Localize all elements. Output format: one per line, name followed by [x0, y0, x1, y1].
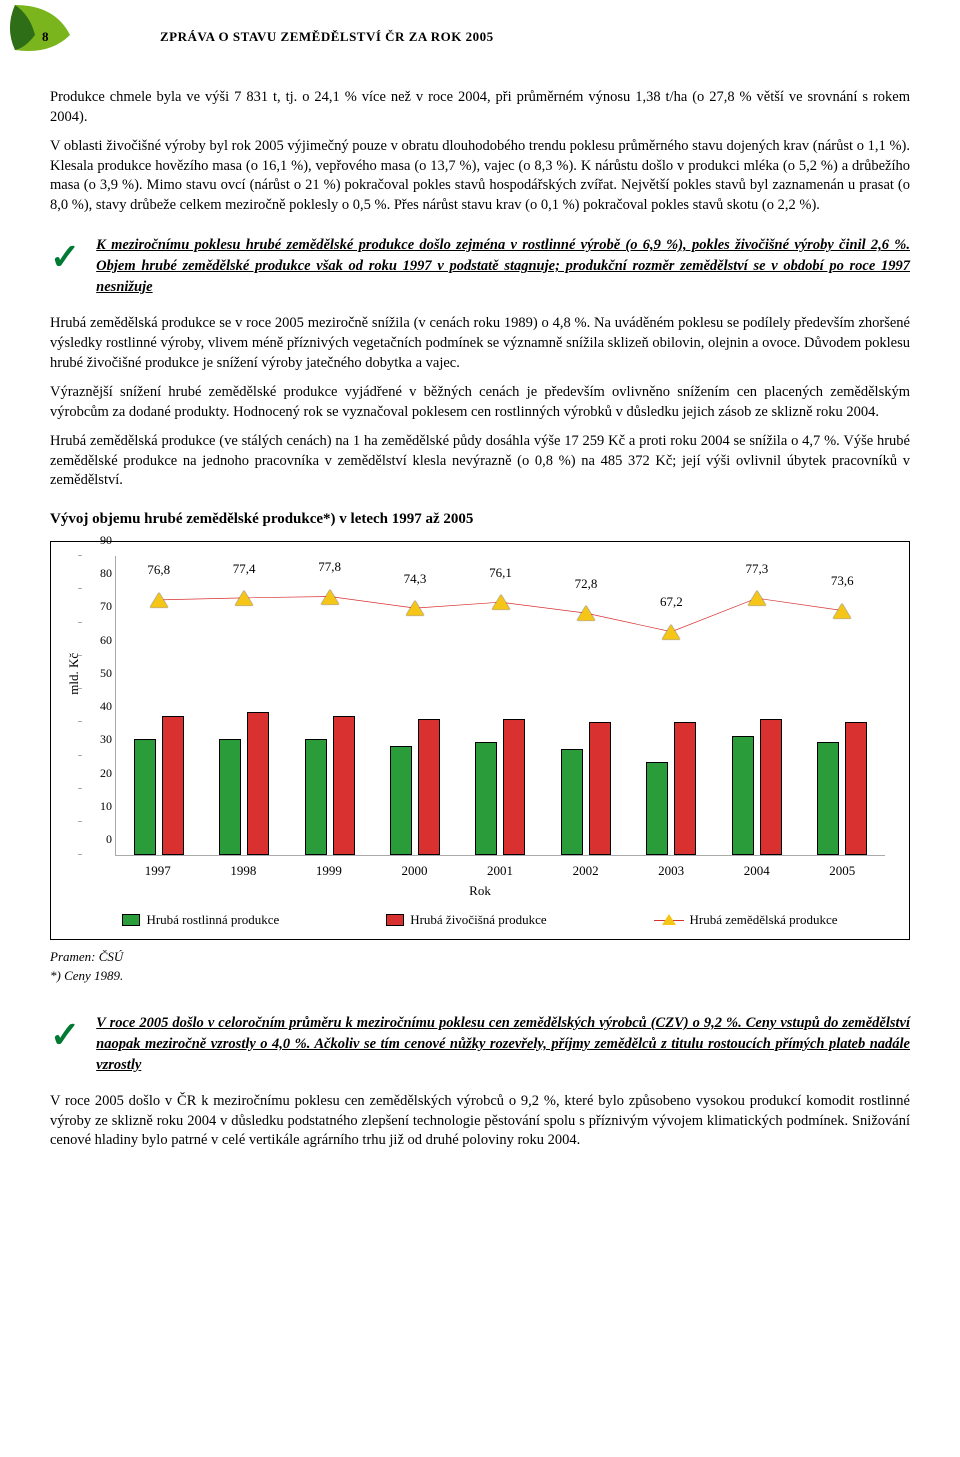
legend-green-swatch [122, 914, 140, 926]
chart-plot-area: mld. Kč 0102030405060708090 76,877,477,8… [115, 556, 885, 856]
chart-legend: Hrubá rostlinná produkce Hrubá živočišná… [69, 911, 891, 929]
chart-source: Pramen: ČSÚ [50, 948, 910, 966]
line-data-label: 76,8 [147, 561, 170, 579]
bar-green [646, 762, 668, 855]
y-tick: 40 [82, 698, 112, 714]
y-tick: 60 [82, 632, 112, 648]
year-group [800, 556, 885, 855]
legend-line: Hrubá zemědělská produkce [654, 911, 838, 929]
line-data-label: 72,8 [575, 575, 598, 593]
bar-red [418, 719, 440, 855]
y-tick: 50 [82, 665, 112, 681]
callout-1-text: K meziročnímu poklesu hrubé zemědělské p… [96, 235, 910, 298]
chart-footnote: *) Ceny 1989. [50, 967, 910, 985]
line-data-label: 76,1 [489, 564, 512, 582]
line-marker-triangle [833, 603, 851, 618]
bar-green [390, 746, 412, 856]
chart-container: mld. Kč 0102030405060708090 76,877,477,8… [50, 541, 910, 940]
callout-2-text: V roce 2005 došlo v celoročním průměru k… [96, 1013, 910, 1076]
y-tick: 70 [82, 598, 112, 614]
x-tick-label: 2004 [714, 862, 800, 880]
line-data-label: 73,6 [831, 572, 854, 590]
paragraph-3: Hrubá zemědělská produkce se v roce 2005… [50, 314, 910, 373]
line-marker-triangle [235, 591, 253, 606]
bar-red [589, 722, 611, 855]
paragraph-4: Výraznější snížení hrubé zemědělské prod… [50, 383, 910, 422]
x-tick-label: 1997 [115, 862, 201, 880]
legend-red: Hrubá živočišná produkce [386, 911, 546, 929]
paragraph-5: Hrubá zemědělská produkce (ve stálých ce… [50, 432, 910, 491]
x-tick-label: 2002 [543, 862, 629, 880]
bar-red [503, 719, 525, 855]
x-axis-title: Rok [69, 882, 891, 900]
year-group [543, 556, 628, 855]
legend-line-label: Hrubá zemědělská produkce [690, 911, 838, 929]
page-header: 8 ZPRÁVA O STAVU ZEMĚDĚLSTVÍ ČR ZA ROK 2… [50, 20, 910, 70]
line-data-label: 77,8 [318, 558, 341, 576]
line-data-label: 67,2 [660, 593, 683, 611]
line-marker-triangle [662, 624, 680, 639]
bar-red [760, 719, 782, 855]
paragraph-1: Produkce chmele byla ve výši 7 831 t, tj… [50, 88, 910, 127]
page-number: 8 [42, 28, 49, 46]
x-tick-label: 2001 [457, 862, 543, 880]
y-tick: 90 [82, 532, 112, 548]
bar-red [247, 712, 269, 855]
check-icon: ✓ [50, 239, 80, 275]
line-marker-triangle [577, 606, 595, 621]
line-data-label: 77,4 [233, 559, 256, 577]
bar-green [475, 742, 497, 855]
x-tick-label: 1998 [201, 862, 287, 880]
x-tick-label: 2000 [372, 862, 458, 880]
y-tick: 30 [82, 731, 112, 747]
y-tick: 0 [82, 831, 112, 847]
line-data-label: 77,3 [745, 560, 768, 578]
bar-red [162, 716, 184, 856]
y-tick: 10 [82, 798, 112, 814]
x-tick-label: 1999 [286, 862, 372, 880]
bar-green [817, 742, 839, 855]
y-tick: 80 [82, 565, 112, 581]
line-marker-triangle [150, 593, 168, 608]
y-axis-ticks: 0102030405060708090 [82, 556, 112, 855]
line-marker-triangle [492, 595, 510, 610]
paragraph-6: V roce 2005 došlo v ČR k meziročnímu pok… [50, 1092, 910, 1151]
bar-red [333, 716, 355, 856]
legend-red-label: Hrubá živočišná produkce [410, 911, 546, 929]
bar-green [561, 749, 583, 855]
legend-green-label: Hrubá rostlinná produkce [146, 911, 279, 929]
check-icon: ✓ [50, 1017, 80, 1053]
line-data-label: 74,3 [404, 570, 427, 588]
paragraph-2: V oblasti živočišné výroby byl rok 2005 … [50, 137, 910, 215]
bar-green [134, 739, 156, 855]
bar-green [219, 739, 241, 855]
header-title: ZPRÁVA O STAVU ZEMĚDĚLSTVÍ ČR ZA ROK 200… [160, 28, 494, 46]
bar-red [845, 722, 867, 855]
chart-title: Vývoj objemu hrubé zemědělské produkce*)… [50, 509, 910, 529]
bar-green [732, 736, 754, 856]
legend-green: Hrubá rostlinná produkce [122, 911, 279, 929]
x-tick-label: 2005 [800, 862, 886, 880]
callout-2: ✓ V roce 2005 došlo v celoročním průměru… [50, 1013, 910, 1076]
x-tick-label: 2003 [628, 862, 714, 880]
legend-line-swatch [654, 913, 684, 927]
line-marker-triangle [748, 591, 766, 606]
bar-red [674, 722, 696, 855]
line-marker-triangle [321, 589, 339, 604]
legend-red-swatch [386, 914, 404, 926]
x-axis-labels: 199719981999200020012002200320042005 [115, 862, 885, 880]
callout-1: ✓ K meziročnímu poklesu hrubé zemědělské… [50, 235, 910, 298]
y-tick: 20 [82, 764, 112, 780]
line-marker-triangle [406, 601, 424, 616]
bar-green [305, 739, 327, 855]
